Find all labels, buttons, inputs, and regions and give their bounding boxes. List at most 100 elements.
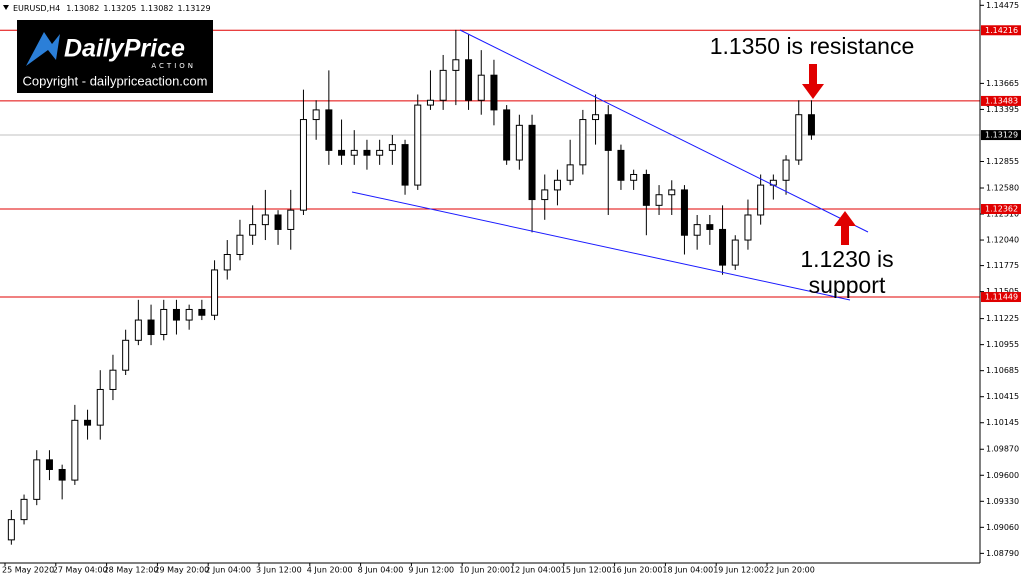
- candle-body: [528, 124, 536, 201]
- candle-body: [642, 173, 650, 206]
- support-trendline: [351, 191, 851, 301]
- candle-body: [20, 498, 28, 521]
- candle-body: [122, 339, 130, 371]
- level-tag: [981, 95, 1021, 106]
- candle-body: [503, 109, 511, 161]
- candle-body: [604, 114, 612, 151]
- candle-body: [541, 189, 549, 201]
- y-tick-label: 1.10685: [986, 366, 1019, 375]
- level-label: 1.13483: [985, 96, 1018, 105]
- candle-body: [553, 179, 561, 191]
- candle-body: [719, 228, 727, 266]
- y-tick-label: 1.12310: [986, 210, 1019, 219]
- x-tick-label: 28 May 12:00: [104, 566, 159, 575]
- y-tick-label: 1.08790: [986, 549, 1019, 558]
- candle-body: [465, 59, 473, 101]
- y-tick-label: 1.11505: [986, 287, 1019, 296]
- candle-body: [693, 224, 701, 236]
- x-tick-label: 19 Jun 12:00: [713, 566, 764, 575]
- candle-body: [566, 164, 574, 181]
- candle-body: [160, 308, 168, 336]
- candle-body: [198, 308, 206, 316]
- candle-body: [706, 224, 714, 230]
- level-label: 1.11449: [985, 293, 1018, 302]
- candle-body: [782, 159, 790, 181]
- candle-body: [795, 114, 803, 161]
- candle-body: [350, 149, 358, 156]
- candle-body: [655, 194, 663, 206]
- y-tick-label: 1.09600: [986, 471, 1019, 480]
- logo-brand: DailyPrice: [64, 35, 185, 63]
- candle-body: [515, 124, 523, 161]
- candle-body: [325, 109, 333, 151]
- support-arrow: [834, 211, 856, 245]
- x-tick-label: 16 Jun 20:00: [612, 566, 663, 575]
- candle-body: [261, 214, 269, 226]
- current-price-label: 1.13129: [985, 131, 1018, 140]
- candle-body: [426, 99, 434, 106]
- x-tick-label: 8 Jun 04:00: [358, 566, 404, 575]
- candle-body: [7, 519, 15, 541]
- candle-body: [84, 419, 92, 426]
- header-high: 1.13205: [103, 4, 136, 13]
- candle-body: [376, 149, 384, 156]
- candle-body: [617, 149, 625, 181]
- y-tick-label: 1.13395: [986, 105, 1019, 114]
- logo-box: [17, 20, 213, 93]
- copyright: Copyright - dailypriceaction.com: [23, 73, 208, 88]
- y-tick-label: 1.12040: [986, 236, 1019, 245]
- x-tick-label: 3 Jun 12:00: [256, 566, 302, 575]
- candle-body: [299, 119, 307, 211]
- y-tick-label: 1.09060: [986, 523, 1019, 532]
- level-tag: [981, 25, 1021, 36]
- symbol: EURUSD,H4: [13, 4, 60, 13]
- x-tick-label: 27 May 04:00: [53, 566, 108, 575]
- y-tick-label: 1.11775: [986, 261, 1019, 270]
- x-tick-label: 22 Jun 20:00: [764, 566, 815, 575]
- logo-tagline: ACTION: [151, 62, 196, 70]
- candle-body: [490, 74, 498, 111]
- support-note-line: support: [809, 272, 886, 298]
- candle-body: [363, 149, 371, 156]
- plot-area: [0, 4, 984, 566]
- candle-body: [401, 144, 409, 186]
- x-tick-label: 15 Jun 12:00: [561, 566, 612, 575]
- resistance-trendline: [459, 29, 869, 233]
- candle-body: [680, 189, 688, 236]
- y-tick-label: 1.10145: [986, 418, 1019, 427]
- level-label: 1.14216: [985, 26, 1018, 35]
- chart-header: EURUSD,H4 1.13082 1.13205 1.13082 1.13129: [13, 4, 211, 13]
- current-price-tag: [981, 130, 1021, 141]
- resistance-note: 1.1350 is resistance: [710, 33, 915, 59]
- y-tick-label: 1.11225: [986, 314, 1019, 323]
- candle-body: [630, 173, 638, 181]
- candle-body: [71, 419, 79, 481]
- candle-body: [134, 319, 142, 341]
- y-tick-label: 1.10955: [986, 340, 1019, 349]
- candle-body: [477, 74, 485, 101]
- x-tick-label: 4 Jun 20:00: [307, 566, 353, 575]
- level-tag: [981, 292, 1021, 303]
- candle-body: [45, 459, 53, 470]
- candle-body: [274, 214, 282, 230]
- y-tick-label: 1.09330: [986, 497, 1019, 506]
- y-tick-label: 1.14475: [986, 1, 1019, 10]
- resistance-arrow: [802, 64, 824, 99]
- candle-body: [223, 254, 231, 271]
- candle-body: [592, 114, 600, 121]
- candle-body: [312, 109, 320, 121]
- candle-body: [172, 308, 180, 321]
- candle-body: [452, 59, 460, 71]
- header-low: 1.13082: [140, 4, 173, 13]
- candle-body: [211, 269, 219, 316]
- y-tick-label: 1.09870: [986, 445, 1019, 454]
- y-tick-label: 1.13665: [986, 79, 1019, 88]
- menu-triangle[interactable]: [3, 5, 9, 10]
- candle-body: [58, 468, 66, 481]
- y-tick-label: 1.12855: [986, 157, 1019, 166]
- support-note-line: 1.1230 is: [800, 246, 893, 272]
- candle-body: [185, 308, 193, 321]
- level-tag: [981, 204, 1021, 215]
